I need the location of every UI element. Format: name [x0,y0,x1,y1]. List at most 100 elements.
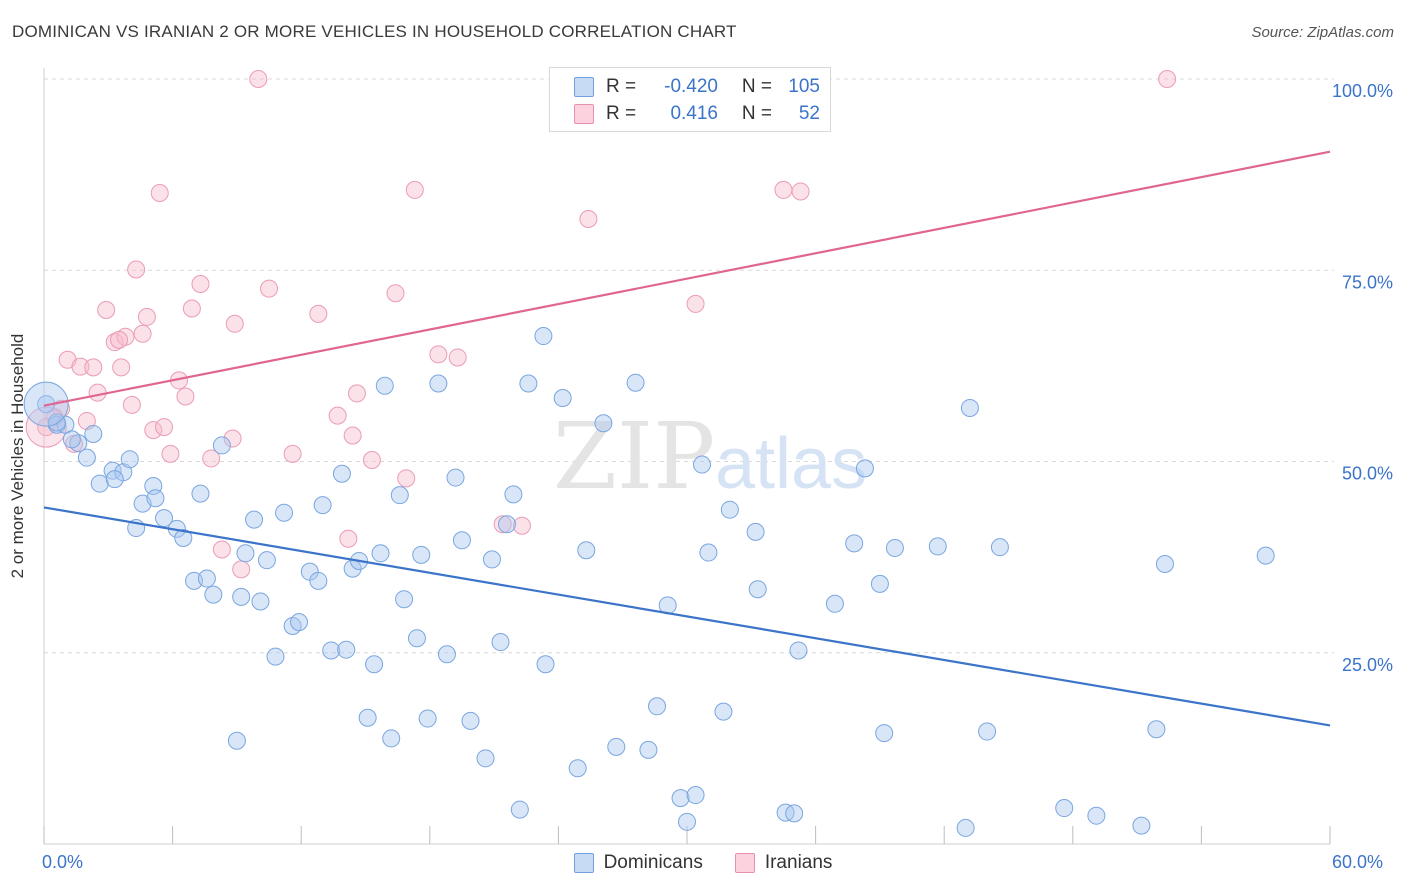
legend-item-dominicans[interactable]: Dominicans [573,852,703,874]
data-point[interactable] [536,655,555,674]
data-point[interactable] [105,470,124,489]
data-point[interactable] [260,279,279,298]
data-point[interactable] [845,534,864,553]
data-point[interactable] [437,645,456,664]
data-point[interactable] [1087,806,1106,825]
data-point[interactable] [290,613,309,632]
data-point[interactable] [519,374,538,393]
data-point[interactable] [686,786,705,805]
data-point[interactable] [461,711,480,730]
data-point[interactable] [1158,70,1177,88]
data-point[interactable] [249,70,268,88]
data-point[interactable] [1256,546,1275,565]
data-point[interactable] [429,374,448,393]
data-point[interactable] [236,544,255,563]
data-point[interactable] [1155,555,1174,574]
data-point[interactable] [504,485,523,504]
data-point[interactable] [452,531,471,550]
data-point[interactable] [112,358,131,377]
data-point[interactable] [77,411,96,430]
data-point[interactable] [146,489,165,508]
data-point[interactable] [309,571,328,590]
data-point[interactable] [699,543,718,562]
data-point[interactable] [161,444,180,463]
data-point[interactable] [245,510,264,529]
data-point[interactable] [746,522,765,541]
data-point[interactable] [191,275,210,294]
data-point[interactable] [204,585,223,604]
data-point[interactable] [309,304,328,323]
data-point[interactable] [212,436,231,455]
data-point[interactable] [990,538,1009,557]
data-point[interactable] [382,729,401,748]
data-point[interactable] [257,551,276,570]
data-point[interactable] [960,398,979,417]
data-point[interactable] [110,330,129,349]
data-point[interactable] [510,800,529,819]
data-point[interactable] [90,474,109,493]
data-point[interactable] [497,515,516,534]
data-point[interactable] [978,722,997,741]
legend-item-iranians[interactable]: Iranians [734,852,832,874]
data-point[interactable] [568,759,587,778]
data-point[interactable] [197,569,216,588]
data-point[interactable] [332,464,351,483]
data-point[interactable] [412,545,431,564]
data-point[interactable] [182,299,201,318]
data-point[interactable] [155,418,174,437]
data-point[interactable] [47,413,66,432]
data-point[interactable] [407,629,426,648]
data-point[interactable] [395,590,414,609]
data-point[interactable] [647,697,666,716]
data-point[interactable] [71,357,90,376]
data-point[interactable] [639,740,658,759]
data-point[interactable] [476,749,495,768]
data-point-cluster[interactable] [25,406,67,448]
data-point[interactable] [1132,816,1151,835]
data-point[interactable] [855,459,874,478]
data-point[interactable] [127,260,146,279]
data-point[interactable] [397,469,416,488]
data-point[interactable] [176,387,195,406]
data-point[interactable] [785,804,804,823]
data-point[interactable] [1055,799,1074,818]
data-point[interactable] [418,709,437,728]
data-point[interactable] [678,812,696,831]
data-point[interactable] [144,421,163,440]
data-point[interactable] [577,541,596,560]
data-point[interactable] [482,550,501,569]
data-point[interactable] [875,724,894,743]
data-point[interactable] [386,284,405,303]
data-point[interactable] [607,737,626,756]
data-point[interactable] [671,789,690,808]
data-point[interactable] [885,538,904,557]
data-point[interactable] [283,444,302,463]
data-point[interactable] [191,484,210,503]
data-point[interactable] [371,544,390,563]
data-point[interactable] [343,426,362,445]
data-point[interactable] [88,383,107,402]
data-point[interactable] [390,486,409,505]
data-point[interactable] [748,580,767,599]
data-point[interactable] [84,358,103,377]
data-point[interactable] [251,592,270,611]
data-point[interactable] [720,500,739,519]
data-point[interactable] [150,183,169,202]
data-point[interactable] [225,314,244,333]
data-point[interactable] [133,324,152,343]
data-point[interactable] [512,516,531,535]
data-point[interactable] [553,389,572,408]
data-point[interactable] [84,424,103,443]
data-point[interactable] [789,641,808,660]
data-point[interactable] [375,376,394,395]
data-point[interactable] [791,182,810,201]
data-point[interactable] [362,450,381,469]
data-point[interactable] [77,448,96,467]
data-point[interactable] [825,594,844,613]
data-point[interactable] [97,301,116,320]
data-point[interactable] [358,708,377,727]
data-point[interactable] [212,540,231,559]
data-point[interactable] [202,449,221,468]
data-point[interactable] [686,294,705,313]
data-point[interactable] [122,395,141,414]
